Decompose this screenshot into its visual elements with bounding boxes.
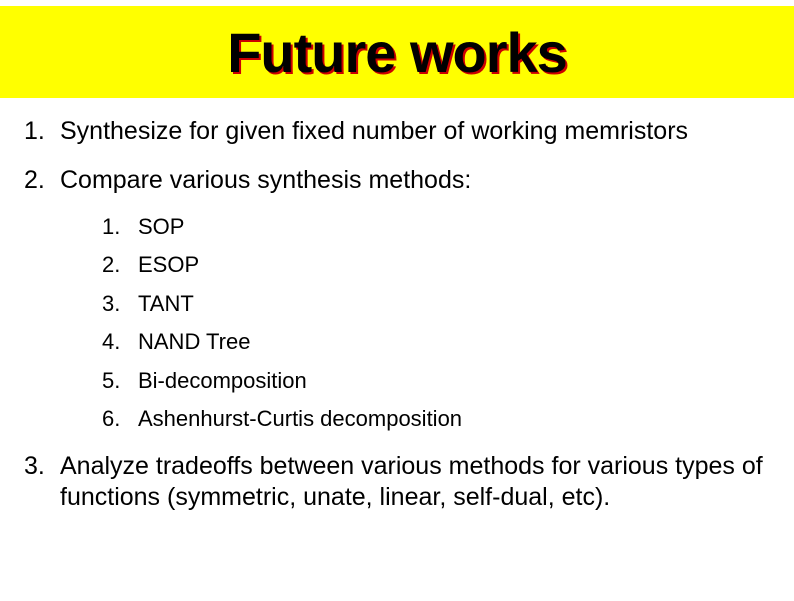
content-area: Synthesize for given fixed number of wor…	[0, 98, 794, 513]
sub-list-item: ESOP	[102, 251, 794, 279]
sub-list: SOP ESOP TANT NAND Tree Bi-decomposition…	[102, 213, 794, 433]
title-bar: Future works	[0, 6, 794, 98]
sub-item-text: ESOP	[138, 252, 199, 277]
item-text: Synthesize for given fixed number of wor…	[60, 117, 688, 145]
slide-title: Future works	[227, 20, 567, 85]
sub-item-text: TANT	[138, 291, 194, 316]
sub-item-text: NAND Tree	[138, 329, 250, 354]
sub-list-item: TANT	[102, 290, 794, 318]
list-item: Compare various synthesis methods: SOP E…	[0, 165, 794, 432]
sub-list-item: NAND Tree	[102, 328, 794, 356]
list-item: Synthesize for given fixed number of wor…	[0, 116, 794, 147]
sub-item-text: SOP	[138, 214, 184, 239]
sub-list-item: Bi-decomposition	[102, 367, 794, 395]
sub-list-item: SOP	[102, 213, 794, 241]
sub-item-text: Bi-decomposition	[138, 368, 307, 393]
list-item: Analyze tradeoffs between various method…	[0, 451, 794, 514]
item-text: Analyze tradeoffs between various method…	[60, 452, 763, 511]
main-list: Synthesize for given fixed number of wor…	[0, 116, 794, 513]
sub-item-text: Ashenhurst-Curtis decomposition	[138, 406, 462, 431]
sub-list-item: Ashenhurst-Curtis decomposition	[102, 405, 794, 433]
item-text: Compare various synthesis methods:	[60, 166, 471, 194]
